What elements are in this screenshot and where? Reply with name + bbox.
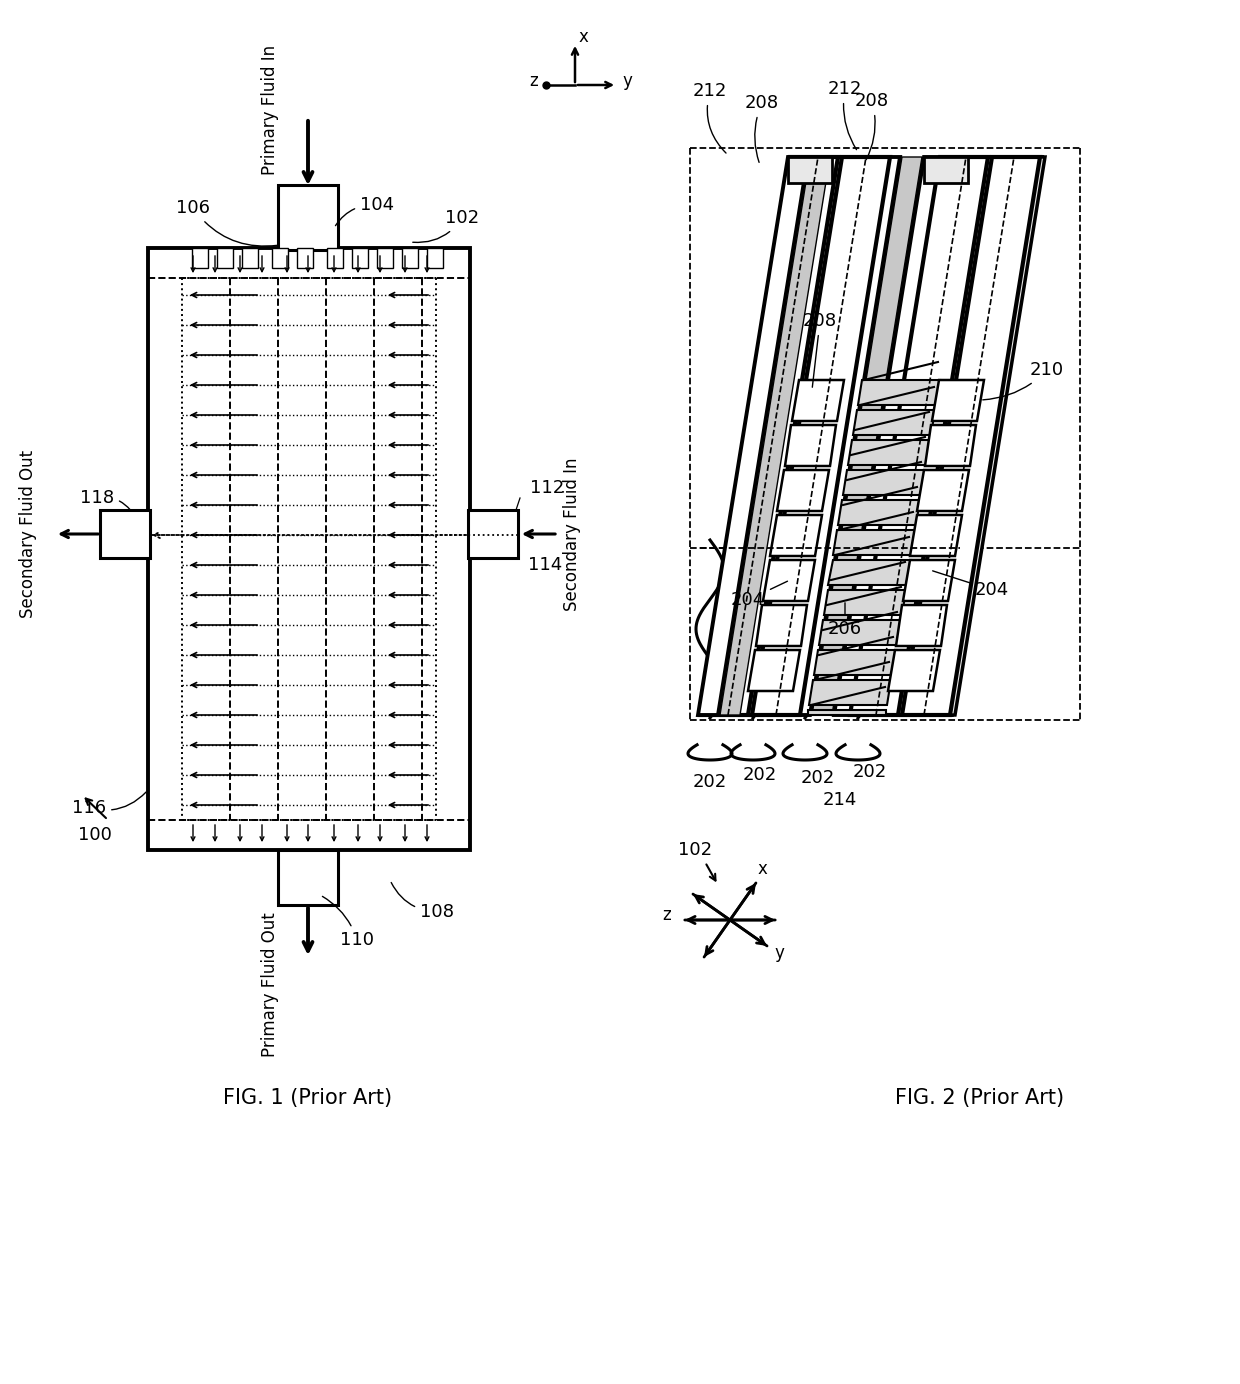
Polygon shape	[882, 156, 996, 716]
Polygon shape	[828, 561, 911, 585]
Polygon shape	[748, 650, 800, 691]
Polygon shape	[901, 156, 1040, 716]
Polygon shape	[808, 680, 892, 704]
Polygon shape	[838, 500, 920, 525]
Bar	[278, 185, 339, 251]
Polygon shape	[790, 156, 900, 716]
Text: 212: 212	[828, 80, 862, 149]
Text: 102: 102	[413, 209, 479, 242]
Text: 114: 114	[528, 556, 562, 574]
Text: y: y	[622, 72, 632, 90]
Text: 206: 206	[828, 603, 862, 638]
Polygon shape	[903, 561, 955, 601]
Polygon shape	[843, 471, 925, 495]
Text: 100: 100	[78, 826, 112, 844]
Polygon shape	[918, 471, 968, 511]
Bar	[327, 248, 343, 268]
Text: FIG. 1 (Prior Art): FIG. 1 (Prior Art)	[223, 1088, 393, 1109]
Polygon shape	[897, 605, 947, 646]
Polygon shape	[925, 425, 976, 466]
Text: 208: 208	[804, 311, 837, 388]
Polygon shape	[930, 156, 1045, 716]
Polygon shape	[698, 156, 808, 716]
Polygon shape	[813, 650, 897, 675]
Text: 212: 212	[693, 82, 727, 154]
Bar	[192, 248, 208, 268]
Text: 204: 204	[730, 581, 787, 609]
Text: Primary Fluid Out: Primary Fluid Out	[260, 912, 279, 1057]
Text: Primary Fluid In: Primary Fluid In	[260, 44, 279, 174]
Text: Secondary Fluid Out: Secondary Fluid Out	[19, 450, 37, 619]
Polygon shape	[812, 156, 923, 716]
Bar	[467, 509, 518, 558]
Polygon shape	[751, 156, 890, 716]
Bar	[148, 248, 470, 850]
Bar	[402, 248, 418, 268]
Text: 214: 214	[823, 792, 857, 810]
Text: 208: 208	[854, 91, 889, 159]
Polygon shape	[888, 650, 940, 691]
Text: 106: 106	[176, 199, 278, 246]
Polygon shape	[756, 605, 807, 646]
Text: 202: 202	[801, 770, 835, 787]
Bar	[272, 248, 288, 268]
Bar	[100, 509, 150, 558]
Bar	[278, 850, 339, 905]
Text: x: x	[578, 28, 588, 46]
Polygon shape	[910, 515, 962, 556]
Text: z: z	[529, 72, 538, 90]
Polygon shape	[853, 410, 935, 435]
Text: Secondary Fluid In: Secondary Fluid In	[563, 457, 582, 610]
Bar	[217, 248, 233, 268]
Polygon shape	[701, 156, 838, 716]
Text: y: y	[775, 944, 784, 962]
Text: FIG. 2 (Prior Art): FIG. 2 (Prior Art)	[895, 1088, 1065, 1109]
Polygon shape	[825, 590, 906, 614]
Polygon shape	[720, 156, 830, 716]
Text: 210: 210	[983, 361, 1064, 400]
Polygon shape	[742, 156, 856, 716]
Text: 104: 104	[336, 197, 394, 226]
Polygon shape	[808, 710, 887, 716]
Bar	[924, 156, 968, 183]
Text: 208: 208	[745, 94, 779, 162]
Polygon shape	[777, 471, 830, 511]
Text: 202: 202	[743, 765, 777, 783]
Polygon shape	[835, 156, 949, 716]
Polygon shape	[818, 620, 901, 645]
Polygon shape	[928, 156, 1042, 716]
Text: 108: 108	[391, 883, 454, 920]
Polygon shape	[770, 515, 822, 556]
Polygon shape	[785, 425, 836, 466]
Polygon shape	[763, 561, 815, 601]
Polygon shape	[792, 381, 844, 421]
Bar	[427, 248, 443, 268]
Text: 202: 202	[693, 774, 727, 792]
Text: 102: 102	[678, 841, 712, 859]
Text: 118: 118	[81, 489, 130, 509]
Polygon shape	[848, 440, 930, 465]
Text: 116: 116	[72, 792, 146, 817]
Polygon shape	[849, 156, 988, 716]
Text: 202: 202	[853, 763, 887, 781]
Polygon shape	[833, 530, 915, 555]
Text: 112: 112	[529, 479, 564, 497]
Text: 204: 204	[932, 570, 1009, 599]
Text: z: z	[662, 907, 671, 925]
Bar	[787, 156, 832, 183]
Bar	[298, 248, 312, 268]
Polygon shape	[932, 381, 985, 421]
Bar	[352, 248, 368, 268]
Polygon shape	[861, 156, 970, 716]
Bar	[377, 248, 393, 268]
Bar	[242, 248, 258, 268]
Polygon shape	[858, 381, 940, 406]
Text: x: x	[758, 859, 768, 877]
Text: 110: 110	[322, 897, 374, 949]
